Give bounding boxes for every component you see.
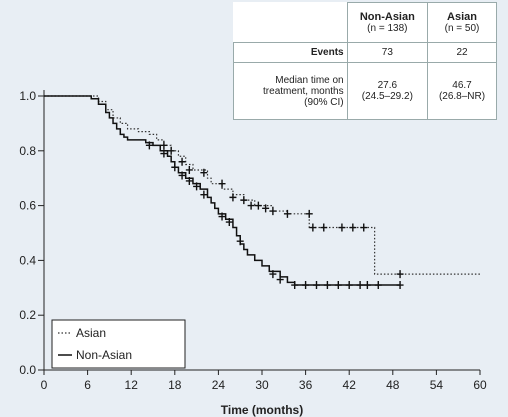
summary-table-col-non-asian: Non-Asian (n = 138) xyxy=(346,1,429,44)
summary-table-events-row: Events 73 22 xyxy=(233,42,497,64)
asian-censor-mark xyxy=(360,223,368,232)
col-asian-name: Asian xyxy=(447,11,477,24)
asian-censor-mark xyxy=(283,209,291,218)
non-asian-censor-mark xyxy=(225,218,233,227)
y-tick-label: 0.6 xyxy=(19,199,36,213)
non-asian-censor-mark xyxy=(276,275,284,284)
x-tick-label: 36 xyxy=(299,378,313,392)
y-ticks: 0.0 0.2 0.4 0.6 0.8 1.0 xyxy=(19,89,44,377)
asian-censor-mark xyxy=(218,179,226,188)
median-label: Median time on treatment, months (90% CI… xyxy=(233,62,348,120)
non-asian-censor-mark xyxy=(200,190,208,199)
asian-censor-mark xyxy=(167,146,175,155)
median-non-asian: 27.6 (24.5–29.2) xyxy=(346,62,429,120)
y-tick-label: 0.2 xyxy=(19,308,36,322)
events-non-asian: 73 xyxy=(346,42,429,64)
asian-censor-mark xyxy=(349,223,357,232)
col-asian-n: (n = 50) xyxy=(444,23,480,35)
asian-censor-mark xyxy=(320,223,328,232)
summary-table: Non-Asian (n = 138) Asian (n = 50) Event… xyxy=(233,1,497,120)
x-tick-label: 12 xyxy=(125,378,139,392)
asian-censor-mark xyxy=(178,157,186,166)
median-label-line-1: Median time on xyxy=(275,74,344,86)
asian-censor-mark xyxy=(229,193,237,202)
legend-asian-label: Asian xyxy=(76,326,106,340)
asian-censor-mark xyxy=(160,141,168,150)
x-tick-label: 6 xyxy=(84,378,91,392)
events-asian: 22 xyxy=(427,42,497,64)
asian-censor-mark xyxy=(262,204,270,213)
y-tick-label: 0.8 xyxy=(19,144,36,158)
events-label: Events xyxy=(233,42,348,64)
non-asian-censor-mark xyxy=(145,141,153,150)
median-non-asian-ci: (24.5–29.2) xyxy=(361,91,413,103)
median-non-asian-value: 27.6 xyxy=(377,80,398,92)
asian-censor-mark xyxy=(240,196,248,205)
non-asian-censor-mark xyxy=(302,281,310,290)
y-tick-label: 0.4 xyxy=(19,253,36,267)
asian-censor-mark xyxy=(269,207,277,216)
legend: Asian Non-Asian xyxy=(51,319,186,369)
x-tick-label: 60 xyxy=(473,378,487,392)
non-asian-censor-mark xyxy=(356,281,364,290)
asian-curve xyxy=(44,95,480,275)
median-asian-value: 46.7 xyxy=(452,80,472,92)
censor-layer xyxy=(145,141,404,290)
summary-table-col-asian: Asian (n = 50) xyxy=(427,1,497,44)
non-asian-censor-mark xyxy=(291,281,299,290)
asian-censor-mark xyxy=(247,201,255,210)
col-non-asian-n: (n = 138) xyxy=(367,23,408,35)
non-asian-censor-mark xyxy=(171,163,179,172)
median-label-line-3: (90% CI) xyxy=(304,96,344,108)
non-asian-censor-mark xyxy=(218,212,226,221)
non-asian-censor-mark xyxy=(396,281,404,290)
asian-censor-mark xyxy=(338,223,346,232)
non-asian-censor-mark xyxy=(313,281,320,290)
non-asian-curve xyxy=(44,95,401,286)
y-tick-label: 0.0 xyxy=(19,363,36,377)
non-asian-censor-mark xyxy=(345,281,353,290)
x-ticks: 0 6 12 18 24 30 36 42 48 54 60 xyxy=(41,370,487,392)
legend-box xyxy=(51,319,186,369)
non-asian-censor-mark xyxy=(178,171,186,180)
non-asian-censor-mark xyxy=(236,237,244,246)
summary-table-median-row: Median time on treatment, months (90% CI… xyxy=(233,62,497,120)
summary-table-corner xyxy=(233,2,348,44)
median-asian: 46.7 (26.8–NR) xyxy=(427,62,497,120)
asian-censor-mark xyxy=(185,165,193,174)
median-asian-ci: (26.8–NR) xyxy=(438,91,486,103)
non-asian-censor-mark xyxy=(334,281,342,290)
asian-censor-mark xyxy=(309,223,317,232)
non-asian-censor-mark xyxy=(160,149,168,158)
x-tick-label: 54 xyxy=(430,378,444,392)
x-tick-label: 30 xyxy=(255,378,269,392)
asian-censor-mark xyxy=(254,201,262,210)
col-non-asian-name: Non-Asian xyxy=(359,11,415,24)
x-tick-label: 0 xyxy=(41,378,48,392)
x-axis-title: Time (months) xyxy=(221,403,303,417)
asian-censor-mark xyxy=(305,209,313,218)
x-tick-label: 48 xyxy=(386,378,400,392)
summary-table-header-row: Non-Asian (n = 138) Asian (n = 50) xyxy=(233,1,497,44)
y-tick-label: 1.0 xyxy=(19,89,36,103)
non-asian-censor-mark xyxy=(269,270,277,279)
non-asian-censor-mark xyxy=(363,281,371,290)
legend-non-asian-label: Non-Asian xyxy=(76,348,132,362)
series-layer xyxy=(44,95,480,286)
non-asian-censor-mark xyxy=(185,176,193,185)
median-label-line-2: treatment, months xyxy=(263,85,344,97)
non-asian-censor-mark xyxy=(193,182,201,191)
x-tick-label: 42 xyxy=(343,378,357,392)
asian-censor-mark xyxy=(396,270,404,279)
non-asian-censor-mark xyxy=(323,281,331,290)
x-tick-label: 18 xyxy=(168,378,182,392)
asian-censor-mark xyxy=(200,168,208,177)
x-tick-label: 24 xyxy=(212,378,226,392)
non-asian-censor-mark xyxy=(374,281,382,290)
